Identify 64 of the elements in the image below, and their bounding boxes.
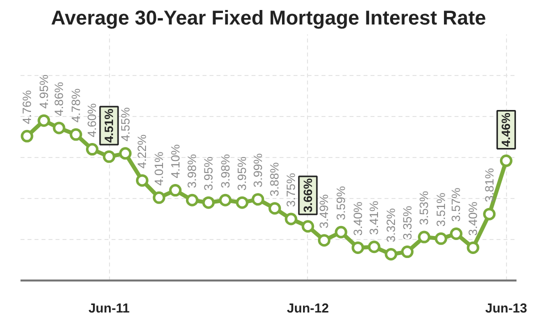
point bbox=[152, 191, 166, 204]
data-label: 3.35% bbox=[400, 205, 414, 240]
point bbox=[368, 240, 380, 254]
point bbox=[384, 248, 398, 260]
annotation: 4.46% bbox=[499, 112, 514, 147]
point bbox=[86, 143, 98, 156]
data-label: 3.32% bbox=[384, 208, 398, 242]
x-tick-label: Jun-12 bbox=[286, 300, 329, 316]
data-label: 4.86% bbox=[52, 82, 66, 116]
data-label: 4.22% bbox=[135, 134, 150, 168]
point bbox=[466, 241, 480, 254]
data-label: 3.53% bbox=[417, 190, 432, 226]
point bbox=[219, 194, 232, 206]
point bbox=[202, 196, 215, 209]
point bbox=[450, 228, 462, 240]
x-tick-label: Jun-13 bbox=[485, 300, 528, 316]
point bbox=[169, 184, 182, 197]
data-label: 3.41% bbox=[367, 200, 382, 235]
data-label: 4.01% bbox=[152, 151, 166, 186]
point bbox=[38, 114, 50, 127]
point bbox=[52, 122, 66, 134]
data-label: 3.57% bbox=[449, 187, 464, 222]
data-label: 4.55% bbox=[118, 107, 132, 142]
point bbox=[318, 234, 330, 247]
annotation: 4.51% bbox=[102, 108, 116, 143]
point bbox=[70, 128, 82, 141]
data-label: 3.98% bbox=[218, 154, 232, 188]
point bbox=[268, 202, 281, 215]
point bbox=[434, 232, 448, 245]
point bbox=[418, 230, 430, 244]
data-label: 4.60% bbox=[85, 102, 100, 138]
data-label: 4.95% bbox=[36, 74, 51, 109]
point bbox=[20, 130, 34, 142]
data-label: 4.76% bbox=[20, 90, 34, 124]
data-label: 3.95% bbox=[201, 156, 216, 191]
x-tick-label: Jun-11 bbox=[88, 300, 130, 316]
point bbox=[252, 193, 264, 206]
data-label: 4.78% bbox=[68, 88, 83, 123]
point bbox=[119, 147, 132, 160]
data-label: 3.81% bbox=[482, 168, 496, 202]
data-label: 3.75% bbox=[284, 172, 298, 207]
point bbox=[136, 174, 148, 187]
point bbox=[500, 154, 512, 168]
data-label: 3.40% bbox=[350, 201, 365, 236]
data-label: 3.99% bbox=[250, 152, 265, 188]
point bbox=[102, 150, 116, 163]
chart-title: Average 30-Year Fixed Mortgage Interest Rate bbox=[51, 8, 486, 30]
data-label: 3.98% bbox=[185, 154, 200, 188]
point bbox=[284, 212, 298, 226]
data-label: 3.40% bbox=[466, 201, 480, 236]
point bbox=[302, 220, 314, 233]
point bbox=[334, 226, 348, 238]
data-label: 3.49% bbox=[317, 194, 332, 228]
data-label: 4.10% bbox=[168, 144, 182, 178]
data-label: 3.59% bbox=[334, 186, 348, 220]
point bbox=[236, 196, 248, 209]
point bbox=[401, 246, 414, 258]
point bbox=[483, 208, 496, 220]
point bbox=[352, 241, 364, 254]
point bbox=[186, 194, 198, 206]
annotation: 3.66% bbox=[300, 178, 315, 212]
data-label: 3.95% bbox=[235, 156, 250, 191]
data-label: 3.88% bbox=[268, 162, 282, 196]
data-label: 3.51% bbox=[434, 192, 448, 227]
